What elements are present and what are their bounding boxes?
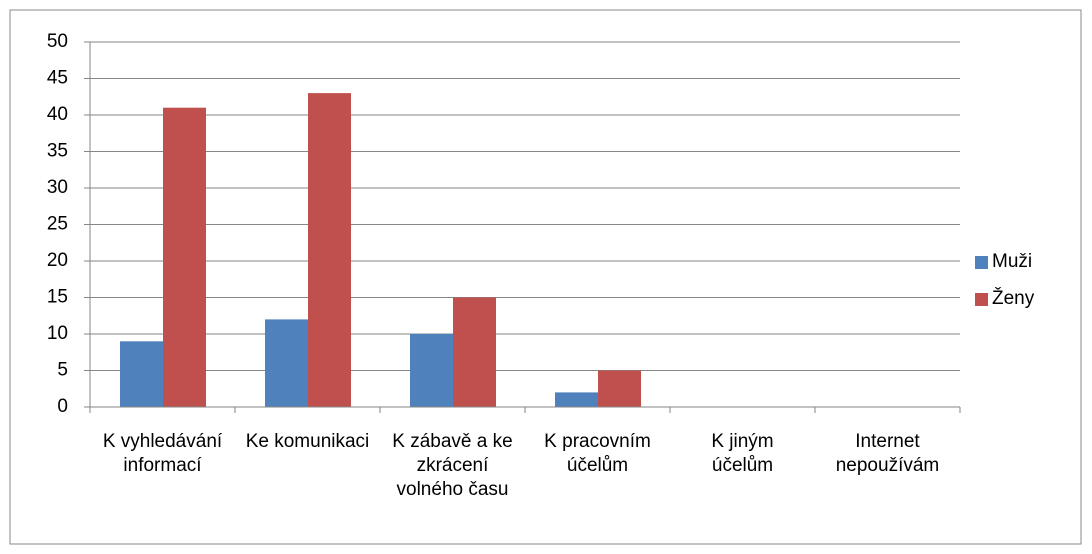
y-tick-label: 25 (47, 214, 68, 235)
bar (265, 319, 308, 407)
x-tick-label: K jiným účelům (711, 431, 774, 476)
bar (163, 107, 206, 407)
y-tick-label: 15 (47, 287, 68, 308)
bar (555, 392, 598, 407)
chart-frame (9, 9, 1082, 545)
y-tick-label: 10 (47, 323, 68, 344)
x-tick-label: K zábavě a ke zkrácení volného času (392, 431, 513, 500)
x-tick-label: K vyhledávání informací (102, 431, 223, 476)
y-tick-label: 45 (47, 68, 68, 89)
y-tick-label: 5 (57, 360, 68, 381)
y-tick-label: 50 (47, 31, 68, 52)
y-tick-label: 20 (47, 250, 68, 271)
y-tick-label: 30 (47, 177, 68, 198)
y-tick-label: 35 (47, 141, 68, 162)
x-tick-label: Ke komunikaci (245, 431, 370, 452)
bar (598, 370, 641, 407)
bar (410, 334, 453, 407)
bar (453, 297, 496, 407)
bar (120, 341, 163, 407)
y-tick-label: 0 (57, 396, 68, 417)
bar (308, 93, 351, 407)
y-tick-label: 40 (47, 104, 68, 125)
legend-swatch (975, 293, 988, 306)
x-tick-label: Internet nepoužívám (835, 431, 940, 476)
legend-swatch (975, 256, 988, 269)
x-tick-label: K pracovním účelům (544, 431, 651, 476)
legend-label: Muži (992, 251, 1032, 272)
legend-label: Ženy (992, 287, 1035, 309)
